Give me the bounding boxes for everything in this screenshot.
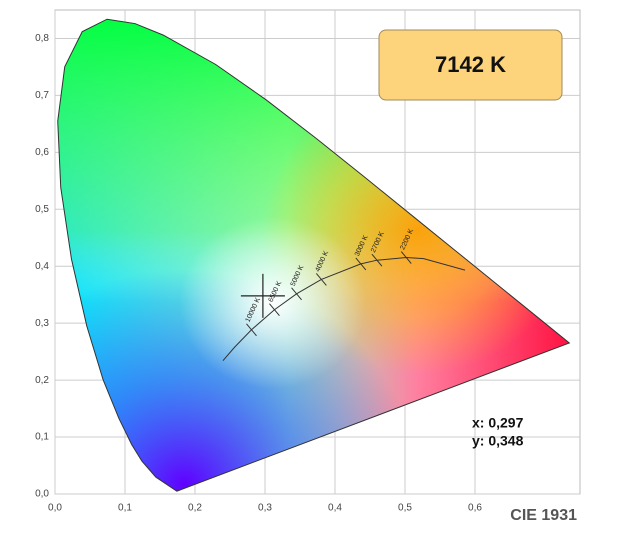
isotherm-tick [371, 253, 383, 267]
y-tick-label: 0,8 [35, 33, 49, 44]
x-tick-label: 0,2 [188, 503, 202, 514]
isotherm-tick [315, 273, 327, 286]
isotherm-tick [269, 303, 280, 317]
x-tick-label: 0,4 [328, 503, 342, 514]
x-tick-label: 0,6 [468, 503, 482, 514]
y-tick-label: 0,2 [35, 375, 49, 386]
x-tick-label: 0,0 [48, 503, 62, 514]
y-tick-label: 0,3 [35, 318, 49, 329]
x-coordinate: x: 0,297 [472, 415, 524, 431]
footer-label: CIE 1931 [510, 507, 577, 524]
cct-box [378, 29, 563, 101]
isotherm-tick [355, 257, 367, 271]
y-tick-label: 0,4 [35, 261, 49, 272]
x-tick-label: 0,3 [258, 503, 272, 514]
y-coordinate: y: 0,348 [472, 433, 524, 449]
isotherm-tick [400, 251, 412, 264]
isotherm-tick [246, 323, 257, 337]
isotherm-tick [291, 287, 302, 301]
y-tick-label: 0,6 [35, 147, 49, 158]
y-tick-label: 0,1 [35, 432, 49, 443]
x-tick-label: 0,1 [118, 503, 132, 514]
y-tick-label: 0,5 [35, 204, 49, 215]
spectral-locus [57, 18, 571, 492]
y-tick-label: 0,0 [35, 489, 49, 500]
x-tick-label: 0,5 [398, 503, 412, 514]
y-tick-label: 0,7 [35, 90, 49, 101]
cct-label: 7142 K [435, 52, 506, 77]
